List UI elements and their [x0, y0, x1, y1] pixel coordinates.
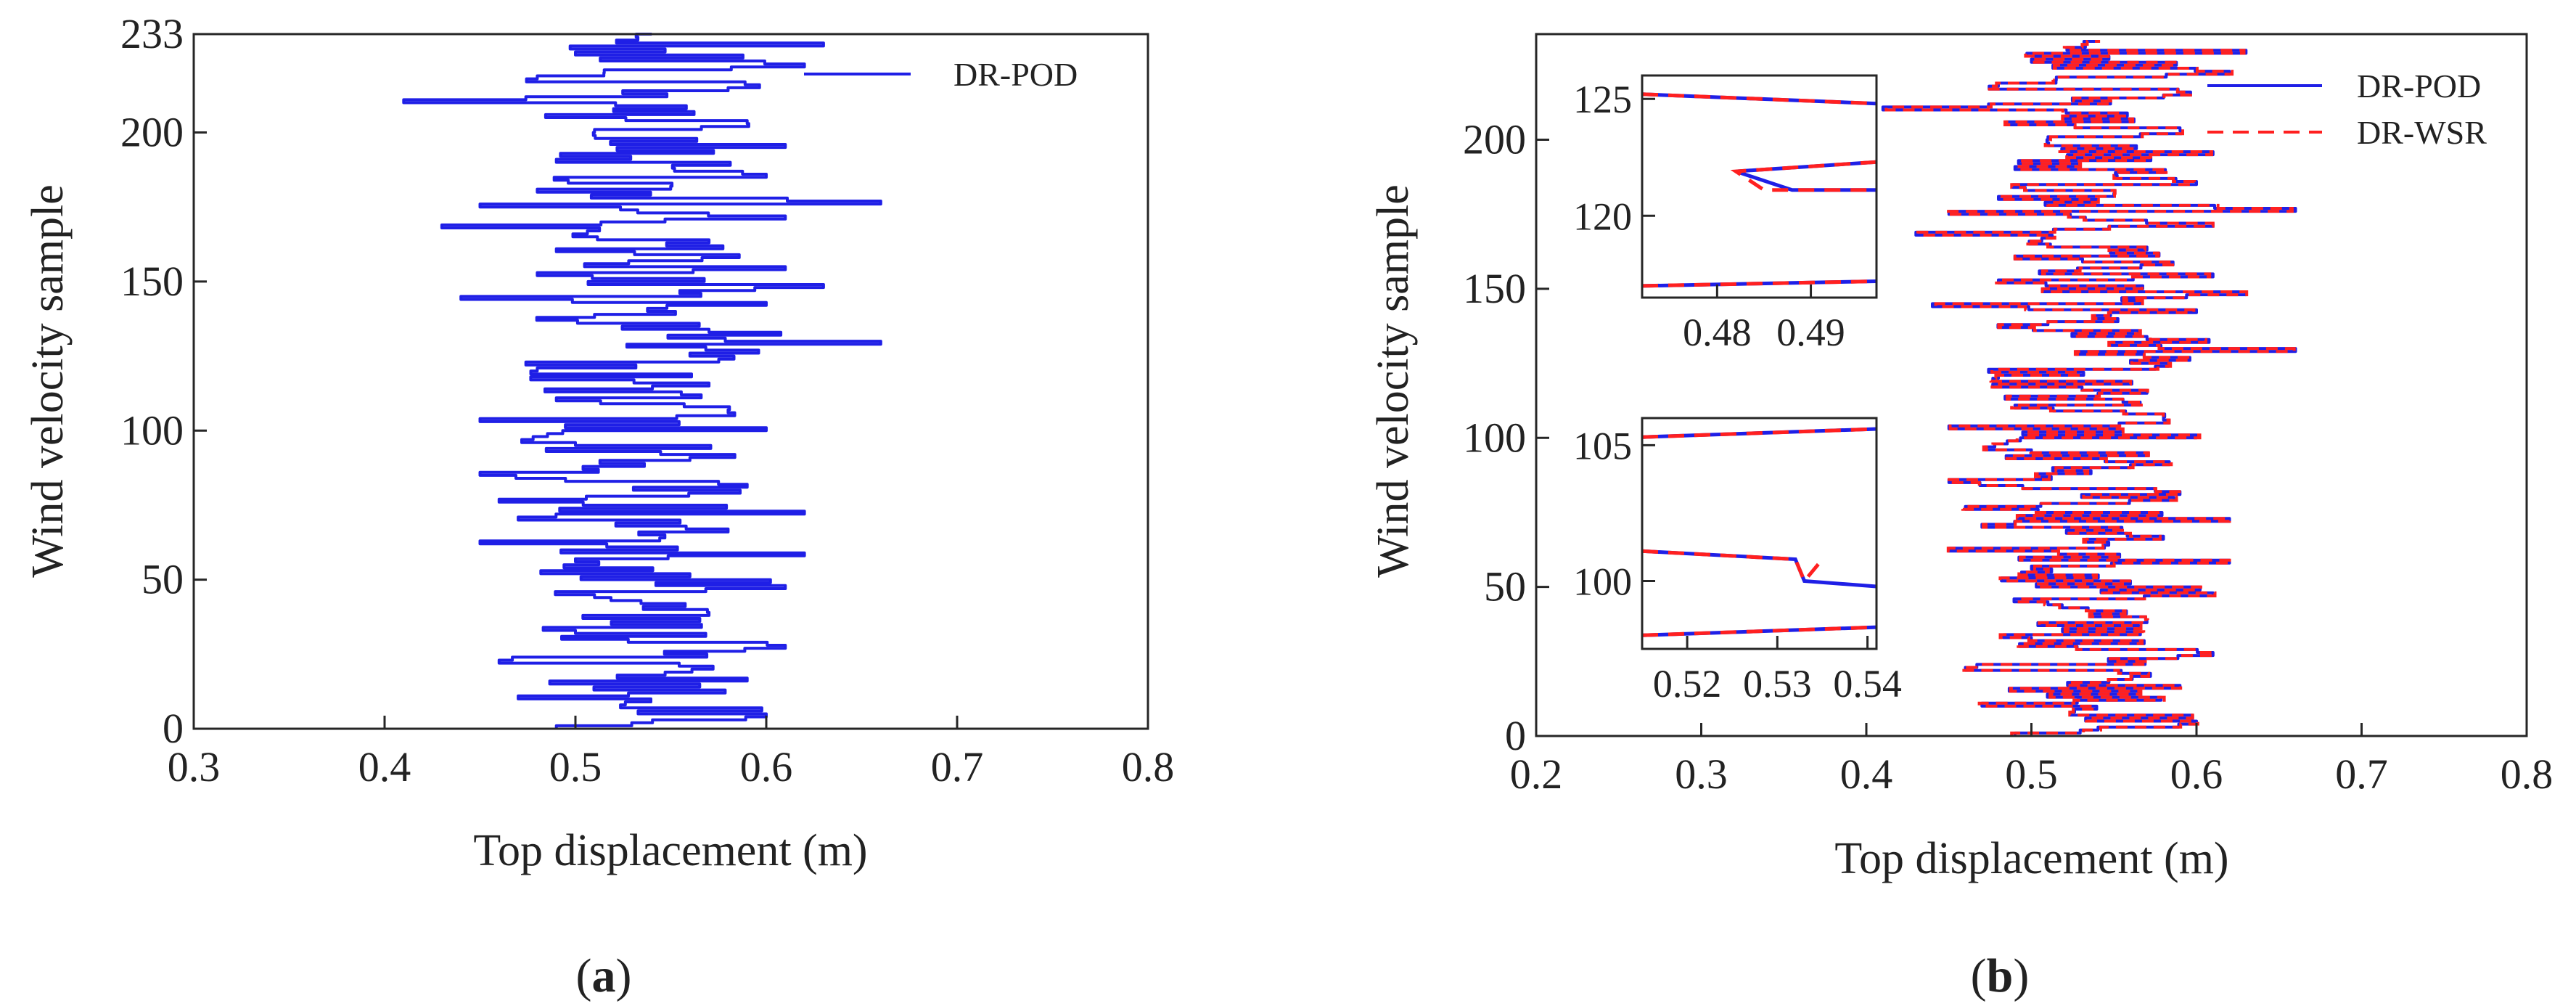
panel-a-series-dr-pod — [402, 33, 882, 729]
inset-bottom-ytick-label-1: 105 — [1573, 424, 1632, 467]
panel-a-xtick-label-5: 0.8 — [1122, 743, 1175, 790]
panel-a-label-open: ( — [576, 949, 592, 1002]
inset-top-yticks: 120 125 — [1573, 78, 1655, 238]
panel-b-xtick-label-0: 0.2 — [1510, 751, 1563, 798]
panel-a-ylabel: Wind velocity sample — [23, 184, 73, 578]
panel-b-label-close: ) — [2013, 949, 2029, 1002]
panel-b-xtick-label-1: 0.3 — [1675, 751, 1728, 798]
panel-b-series-dr-wsr — [1884, 40, 2296, 736]
panel-a-xlabel: Top displacement (m) — [473, 826, 867, 875]
inset-bottom-series — [1641, 427, 1877, 637]
inset-bottom-xtick-label-0: 0.52 — [1653, 662, 1722, 706]
inset-top-xtick-label-0: 0.48 — [1683, 311, 1752, 354]
panel-b-yticks: 0 50 100 150 200 — [1463, 116, 1549, 759]
inset-bottom-yticks: 100 105 — [1573, 424, 1655, 603]
inset-bottom-series-dr-wsr-4 — [1641, 549, 1824, 585]
panel-a-xtick-label-3: 0.6 — [740, 743, 793, 790]
panel-a-xtick-label-0: 0.3 — [168, 743, 221, 790]
panel-b-ytick-label-3: 150 — [1463, 265, 1526, 312]
inset-top-xticks: 0.48 0.49 — [1683, 285, 1845, 354]
inset-bottom-ytick-label-0: 100 — [1573, 560, 1632, 603]
panel-b-ytick-label-4: 200 — [1463, 116, 1526, 163]
inset-top-series-dr-wsr-5 — [1641, 279, 1877, 288]
inset-top-series-dr-wsr-4 — [1730, 160, 1877, 192]
panel-b-ytick-label-2: 100 — [1463, 414, 1526, 461]
panel-a-axes-box — [192, 33, 1149, 730]
panel-a-xticks: 0.3 0.4 0.5 0.6 0.7 0.8 — [168, 716, 1175, 790]
inset-top-ytick-label-0: 120 — [1573, 195, 1632, 238]
panel-b-label-open: ( — [1971, 949, 1987, 1002]
inset-top-series — [1641, 92, 1877, 288]
panel-a-yticks: 0 50 100 150 200 233 — [120, 10, 207, 752]
panel-b-label-letter: b — [1987, 949, 2014, 1002]
panel-a-xtick-label-2: 0.5 — [549, 743, 602, 790]
panel-b-ytick-label-0: 0 — [1505, 712, 1526, 759]
inset-bottom: 0.52 0.53 0.54 100 105 — [1573, 417, 1902, 706]
panel-a-label: (a) — [576, 949, 632, 1002]
inset-top: 0.48 0.49 120 125 — [1573, 74, 1878, 354]
inset-bottom-series-dr-wsr-5 — [1641, 625, 1877, 637]
panel-b-xtick-label-5: 0.7 — [2335, 751, 2388, 798]
inset-top-ytick-label-1: 125 — [1573, 78, 1632, 121]
inset-bottom-xtick-label-2: 0.54 — [1833, 662, 1902, 706]
panel-a-legend: DR-POD — [804, 56, 1078, 93]
panel-b-xticks: 0.2 0.3 0.4 0.5 0.6 0.7 0.8 — [1510, 723, 2554, 798]
panel-b-legend: DR-POD DR-WSR — [2207, 68, 2487, 151]
panel-a-legend-label-dr-pod: DR-POD — [953, 56, 1078, 93]
panel-b: 0.2 0.3 0.4 0.5 0.6 0.7 0.8 0 50 100 150 200 DR-PO… — [1369, 33, 2554, 1002]
inset-top-series-dr-wsr-3 — [1641, 92, 1877, 106]
panel-b-xtick-label-2: 0.4 — [1840, 751, 1893, 798]
panel-b-xtick-label-4: 0.6 — [2170, 751, 2223, 798]
panel-a-ytick-label-2: 100 — [120, 406, 184, 454]
panel-b-legend-label-dr-pod: DR-POD — [2357, 68, 2481, 105]
panel-a-ytick-label-1: 50 — [141, 556, 184, 603]
panel-b-ytick-label-1: 50 — [1484, 563, 1526, 610]
panel-a-ytick-label-5: 233 — [120, 10, 184, 57]
panel-b-label: (b) — [1971, 949, 2030, 1002]
inset-bottom-xticks: 0.52 0.53 0.54 — [1653, 636, 1902, 706]
panel-b-ylabel: Wind velocity sample — [1369, 184, 1418, 578]
inset-bottom-box — [1641, 417, 1878, 650]
inset-bottom-xtick-label-1: 0.53 — [1743, 662, 1812, 706]
panel-b-xlabel: Top displacement (m) — [1834, 834, 2228, 883]
panel-a-series — [402, 33, 882, 729]
inset-top-box — [1641, 74, 1878, 299]
inset-bottom-series-dr-wsr-3 — [1641, 427, 1877, 439]
panel-a-label-close: ) — [616, 949, 632, 1002]
panel-b-xtick-label-6: 0.8 — [2501, 751, 2554, 798]
panel-a-ytick-label-0: 0 — [163, 705, 184, 752]
panel-a-xtick-label-1: 0.4 — [358, 743, 411, 790]
panel-a-xtick-label-4: 0.7 — [931, 743, 984, 790]
panel-a-label-letter: a — [592, 949, 616, 1002]
panel-a-ytick-label-4: 200 — [120, 109, 184, 156]
panel-a: 0.3 0.4 0.5 0.6 0.7 0.8 0 50 100 150 200 233 DR-PO… — [23, 10, 1174, 1002]
panel-b-legend-label-dr-wsr: DR-WSR — [2357, 114, 2487, 151]
inset-bottom-background — [1642, 418, 1876, 649]
inset-top-xtick-label-1: 0.49 — [1776, 311, 1845, 354]
panel-b-series — [1881, 40, 2297, 736]
panel-b-xtick-label-3: 0.5 — [2005, 751, 2058, 798]
panel-a-ytick-label-3: 150 — [120, 258, 184, 305]
